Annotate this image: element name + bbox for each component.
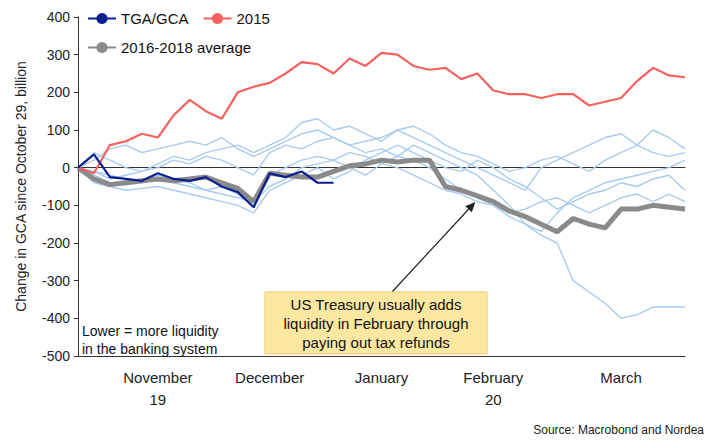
svg-text:January: January bbox=[355, 369, 409, 386]
svg-text:February: February bbox=[463, 369, 524, 386]
svg-text:-400: -400 bbox=[42, 310, 70, 326]
svg-text:400: 400 bbox=[47, 9, 71, 25]
svg-text:100: 100 bbox=[47, 122, 71, 138]
svg-text:19: 19 bbox=[150, 391, 167, 408]
svg-text:-100: -100 bbox=[42, 197, 70, 213]
svg-text:March: March bbox=[600, 369, 642, 386]
svg-text:liquidity in February through: liquidity in February through bbox=[283, 315, 468, 332]
svg-text:paying out tax refunds: paying out tax refunds bbox=[302, 334, 450, 351]
svg-text:-300: -300 bbox=[42, 273, 70, 289]
svg-text:November: November bbox=[123, 369, 192, 386]
svg-text:200: 200 bbox=[47, 84, 71, 100]
svg-text:December: December bbox=[235, 369, 304, 386]
svg-text:-500: -500 bbox=[42, 348, 70, 364]
svg-text:in the banking system: in the banking system bbox=[82, 341, 217, 357]
svg-text:US Treasury usually adds: US Treasury usually adds bbox=[291, 296, 462, 313]
svg-text:Source: Macrobond and Nordea: Source: Macrobond and Nordea bbox=[533, 423, 704, 437]
svg-text:-200: -200 bbox=[42, 235, 70, 251]
svg-text:TGA/GCA: TGA/GCA bbox=[121, 10, 189, 27]
svg-text:2016-2018 average: 2016-2018 average bbox=[121, 39, 251, 56]
svg-text:2015: 2015 bbox=[237, 10, 270, 27]
svg-text:Lower = more liquidity: Lower = more liquidity bbox=[82, 323, 219, 339]
svg-text:Change in GCA since October 29: Change in GCA since October 29, billion bbox=[13, 61, 29, 312]
svg-text:20: 20 bbox=[485, 391, 502, 408]
svg-text:300: 300 bbox=[47, 47, 71, 63]
svg-text:0: 0 bbox=[62, 160, 70, 176]
